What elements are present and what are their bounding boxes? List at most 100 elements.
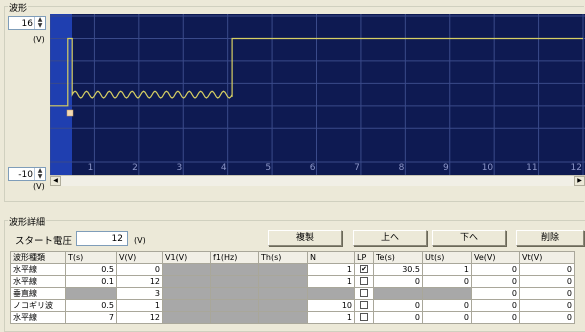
stepper-arrows-icon[interactable]: ▲ ▼	[34, 168, 45, 180]
scroll-left-icon[interactable]: ◀	[50, 176, 61, 186]
y-min-unit: (V)	[33, 182, 45, 191]
f1-cell	[210, 311, 259, 324]
ut-cell[interactable]: 1	[422, 263, 472, 276]
start-voltage-label: スタート電圧	[15, 236, 73, 247]
details-panel-title: 波形詳細	[8, 215, 47, 228]
v1-cell	[162, 311, 211, 324]
t-cell[interactable]: 0.1	[65, 275, 117, 288]
column-header[interactable]: LP	[354, 251, 374, 264]
ve-cell[interactable]: 0	[471, 311, 520, 324]
vt-cell[interactable]: 0	[519, 299, 575, 312]
visible-region-highlight	[50, 14, 72, 175]
column-header[interactable]: V(V)	[116, 251, 163, 264]
waveform-type-cell[interactable]: 水平線	[10, 263, 66, 276]
copy-button[interactable]: 複製	[268, 230, 342, 246]
column-header[interactable]: Te(s)	[373, 251, 423, 264]
chart-horizontal-scrollbar[interactable]: ◀ ▶	[50, 175, 585, 186]
x-tick-label: 12	[571, 163, 582, 173]
column-header[interactable]: Th(s)	[258, 251, 308, 264]
vt-cell[interactable]: 0	[519, 275, 575, 288]
waveform-type-cell[interactable]: 水平線	[10, 311, 66, 324]
t-cell[interactable]: 7	[65, 311, 117, 324]
table-row[interactable]: 水平線 0.5 0 1 ✔ 30.5 1 0 0	[10, 263, 575, 276]
n-cell[interactable]: 1	[307, 275, 355, 288]
delete-button[interactable]: 削除	[516, 230, 584, 246]
vt-cell[interactable]: 0	[519, 263, 575, 276]
f1-cell	[210, 287, 259, 300]
column-header[interactable]: T(s)	[65, 251, 117, 264]
waveform-type-cell[interactable]: ノコギリ波	[10, 299, 66, 312]
th-cell	[258, 263, 308, 276]
waveform-chart[interactable]: 1 2 3 4 5 6 7 8 9 10 11 12	[50, 14, 585, 175]
waveform-type-cell[interactable]: 水平線	[10, 275, 66, 288]
lp-cell[interactable]: ✔	[354, 263, 374, 276]
column-header[interactable]: Vt(V)	[519, 251, 575, 264]
column-header[interactable]: Ut(s)	[422, 251, 472, 264]
t-cell	[65, 287, 117, 300]
x-tick-label: 3	[177, 163, 183, 173]
v1-cell	[162, 263, 211, 276]
n-cell[interactable]: 10	[307, 299, 355, 312]
x-tick-labels: 1 2 3 4 5 6 7 8 9 10 11 12	[88, 163, 582, 173]
ut-cell	[422, 287, 472, 300]
x-tick-label: 6	[310, 163, 316, 173]
column-header[interactable]: Ve(V)	[471, 251, 520, 264]
ve-cell[interactable]: 0	[471, 287, 520, 300]
n-cell[interactable]: 1	[307, 311, 355, 324]
y-max-stepper[interactable]: 16 ▲ ▼	[8, 16, 46, 30]
ve-cell[interactable]: 0	[471, 263, 520, 276]
te-cell[interactable]: 30.5	[373, 263, 423, 276]
stepper-arrows-icon[interactable]: ▲ ▼	[34, 17, 45, 29]
x-tick-label: 2	[132, 163, 138, 173]
scroll-right-icon[interactable]: ▶	[574, 176, 585, 186]
v-cell[interactable]: 12	[116, 275, 163, 288]
x-tick-label: 9	[443, 163, 449, 173]
lp-checkbox[interactable]	[360, 313, 368, 321]
column-header[interactable]: N	[307, 251, 355, 264]
lp-checkbox[interactable]	[360, 301, 368, 309]
table-row[interactable]: 水平線 7 12 1 0 0 0 0	[10, 311, 575, 324]
start-voltage-field[interactable]: 12	[76, 231, 128, 246]
lp-checkbox[interactable]	[360, 289, 368, 297]
lp-checkbox[interactable]: ✔	[360, 265, 368, 273]
start-voltage-unit: (V)	[134, 236, 146, 245]
ut-cell[interactable]: 0	[422, 275, 472, 288]
v-cell[interactable]: 12	[116, 311, 163, 324]
f1-cell	[210, 263, 259, 276]
move-down-button[interactable]: 下へ	[432, 230, 506, 246]
y-max-value: 16	[21, 19, 33, 29]
v-cell[interactable]: 3	[116, 287, 163, 300]
table-row[interactable]: 垂直線 3 0 0	[10, 287, 575, 300]
ve-cell[interactable]: 0	[471, 275, 520, 288]
start-point-marker[interactable]	[66, 109, 74, 117]
te-cell[interactable]: 0	[373, 299, 423, 312]
ve-cell[interactable]: 0	[471, 299, 520, 312]
lp-cell[interactable]	[354, 275, 374, 288]
column-header[interactable]: V1(V)	[162, 251, 211, 264]
ut-cell[interactable]: 0	[422, 299, 472, 312]
t-cell[interactable]: 0.5	[65, 299, 117, 312]
y-min-stepper[interactable]: -10 ▲ ▼	[8, 167, 46, 181]
table-row[interactable]: 水平線 0.1 12 1 0 0 0 0	[10, 275, 575, 288]
x-tick-label: 4	[221, 163, 227, 173]
column-header[interactable]: 波形種類	[10, 251, 66, 264]
lp-cell[interactable]	[354, 287, 374, 300]
n-cell[interactable]: 1	[307, 263, 355, 276]
ut-cell[interactable]: 0	[422, 311, 472, 324]
table-row[interactable]: ノコギリ波 0.5 1 10 0 0 0 0	[10, 299, 575, 312]
te-cell[interactable]: 0	[373, 275, 423, 288]
table-header-row: 波形種類 T(s) V(V) V1(V) f1(Hz) Th(s) N LP T…	[10, 251, 575, 264]
t-cell[interactable]: 0.5	[65, 263, 117, 276]
x-tick-label: 7	[354, 163, 360, 173]
v-cell[interactable]: 1	[116, 299, 163, 312]
vt-cell[interactable]: 0	[519, 311, 575, 324]
lp-cell[interactable]	[354, 311, 374, 324]
column-header[interactable]: f1(Hz)	[210, 251, 259, 264]
waveform-type-cell[interactable]: 垂直線	[10, 287, 66, 300]
te-cell[interactable]: 0	[373, 311, 423, 324]
lp-checkbox[interactable]	[360, 277, 368, 285]
lp-cell[interactable]	[354, 299, 374, 312]
move-up-button[interactable]: 上へ	[353, 230, 427, 246]
v-cell[interactable]: 0	[116, 263, 163, 276]
vt-cell[interactable]: 0	[519, 287, 575, 300]
